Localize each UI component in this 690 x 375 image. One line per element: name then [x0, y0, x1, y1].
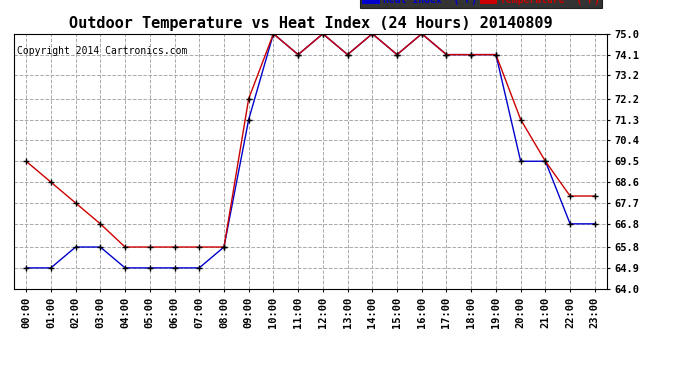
- Title: Outdoor Temperature vs Heat Index (24 Hours) 20140809: Outdoor Temperature vs Heat Index (24 Ho…: [69, 16, 552, 31]
- Text: Copyright 2014 Cartronics.com: Copyright 2014 Cartronics.com: [17, 46, 188, 56]
- Legend: Heat Index  (°F), Temperature  (°F): Heat Index (°F), Temperature (°F): [360, 0, 602, 8]
